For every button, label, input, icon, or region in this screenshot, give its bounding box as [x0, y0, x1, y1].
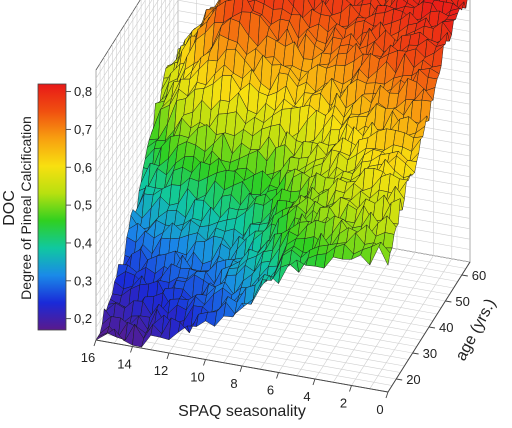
x-tick-label: 6: [267, 383, 274, 398]
x-tick-mark: [203, 359, 206, 366]
colorbar-tick-label: 0,2: [74, 311, 92, 326]
colorbar-ticks: 0,8 0,7 0,6 0,5 0,4 0,3 0,2: [66, 84, 92, 326]
x-tick-mark: [130, 346, 133, 353]
surface-patch: [307, 0, 316, 11]
x-tick-label: 10: [190, 370, 204, 385]
x-tick-mark: [166, 352, 170, 360]
x-tick-label: 12: [154, 363, 168, 378]
colorbar-tick-label: 0,4: [74, 235, 92, 250]
x-tick-label: 4: [303, 389, 310, 404]
x-tick-mark: [239, 365, 243, 373]
y-tick-label: 40: [439, 320, 453, 335]
colorbar-tick-label: 0,8: [74, 84, 92, 99]
y-tick-mark: [396, 378, 403, 381]
y-tick-label: 30: [423, 346, 437, 361]
colorbar-tick-label: 0,5: [74, 198, 92, 213]
y-tick-label: 50: [455, 294, 469, 309]
surface-mesh: [95, 0, 468, 348]
x-tick-label: 16: [81, 350, 95, 365]
x-tick-mark: [276, 372, 279, 379]
y-tick-label: 20: [406, 372, 420, 387]
x-axis-title: SPAQ seasonality: [178, 403, 306, 420]
colorbar-tick-label: 0,6: [74, 160, 92, 175]
colorbar-tick-label: 0,3: [74, 273, 92, 288]
grid-line: [95, 0, 471, 79]
y-tick-mark: [428, 326, 436, 329]
x-tick-label: 0: [376, 402, 383, 417]
colorbar-tick-label: 0,7: [74, 122, 92, 137]
x-tick-mark: [93, 339, 97, 347]
surface-patch: [382, 232, 395, 249]
y-tick-label: 60: [472, 268, 486, 283]
x-tick-label: 14: [117, 357, 131, 372]
x-tick-label: 2: [340, 396, 347, 411]
y-tick-mark: [461, 274, 468, 277]
grid-line: [95, 0, 471, 89]
colorbar-label-line1: DOC: [1, 190, 18, 226]
x-tick-mark: [385, 391, 389, 399]
x-tick-mark: [349, 385, 352, 392]
y-tick-mark: [412, 352, 419, 355]
x-tick-mark: [312, 378, 316, 386]
colorbar: [37, 83, 67, 331]
x-axis-ticks: 16 14 12 10 8 6 4 2 0: [81, 339, 389, 417]
x-tick-label: 8: [230, 376, 237, 391]
colorbar-label-line2: Degree of Pineal Calcification: [18, 116, 34, 300]
surface-patch: [378, 241, 391, 266]
y-tick-mark: [445, 300, 452, 303]
